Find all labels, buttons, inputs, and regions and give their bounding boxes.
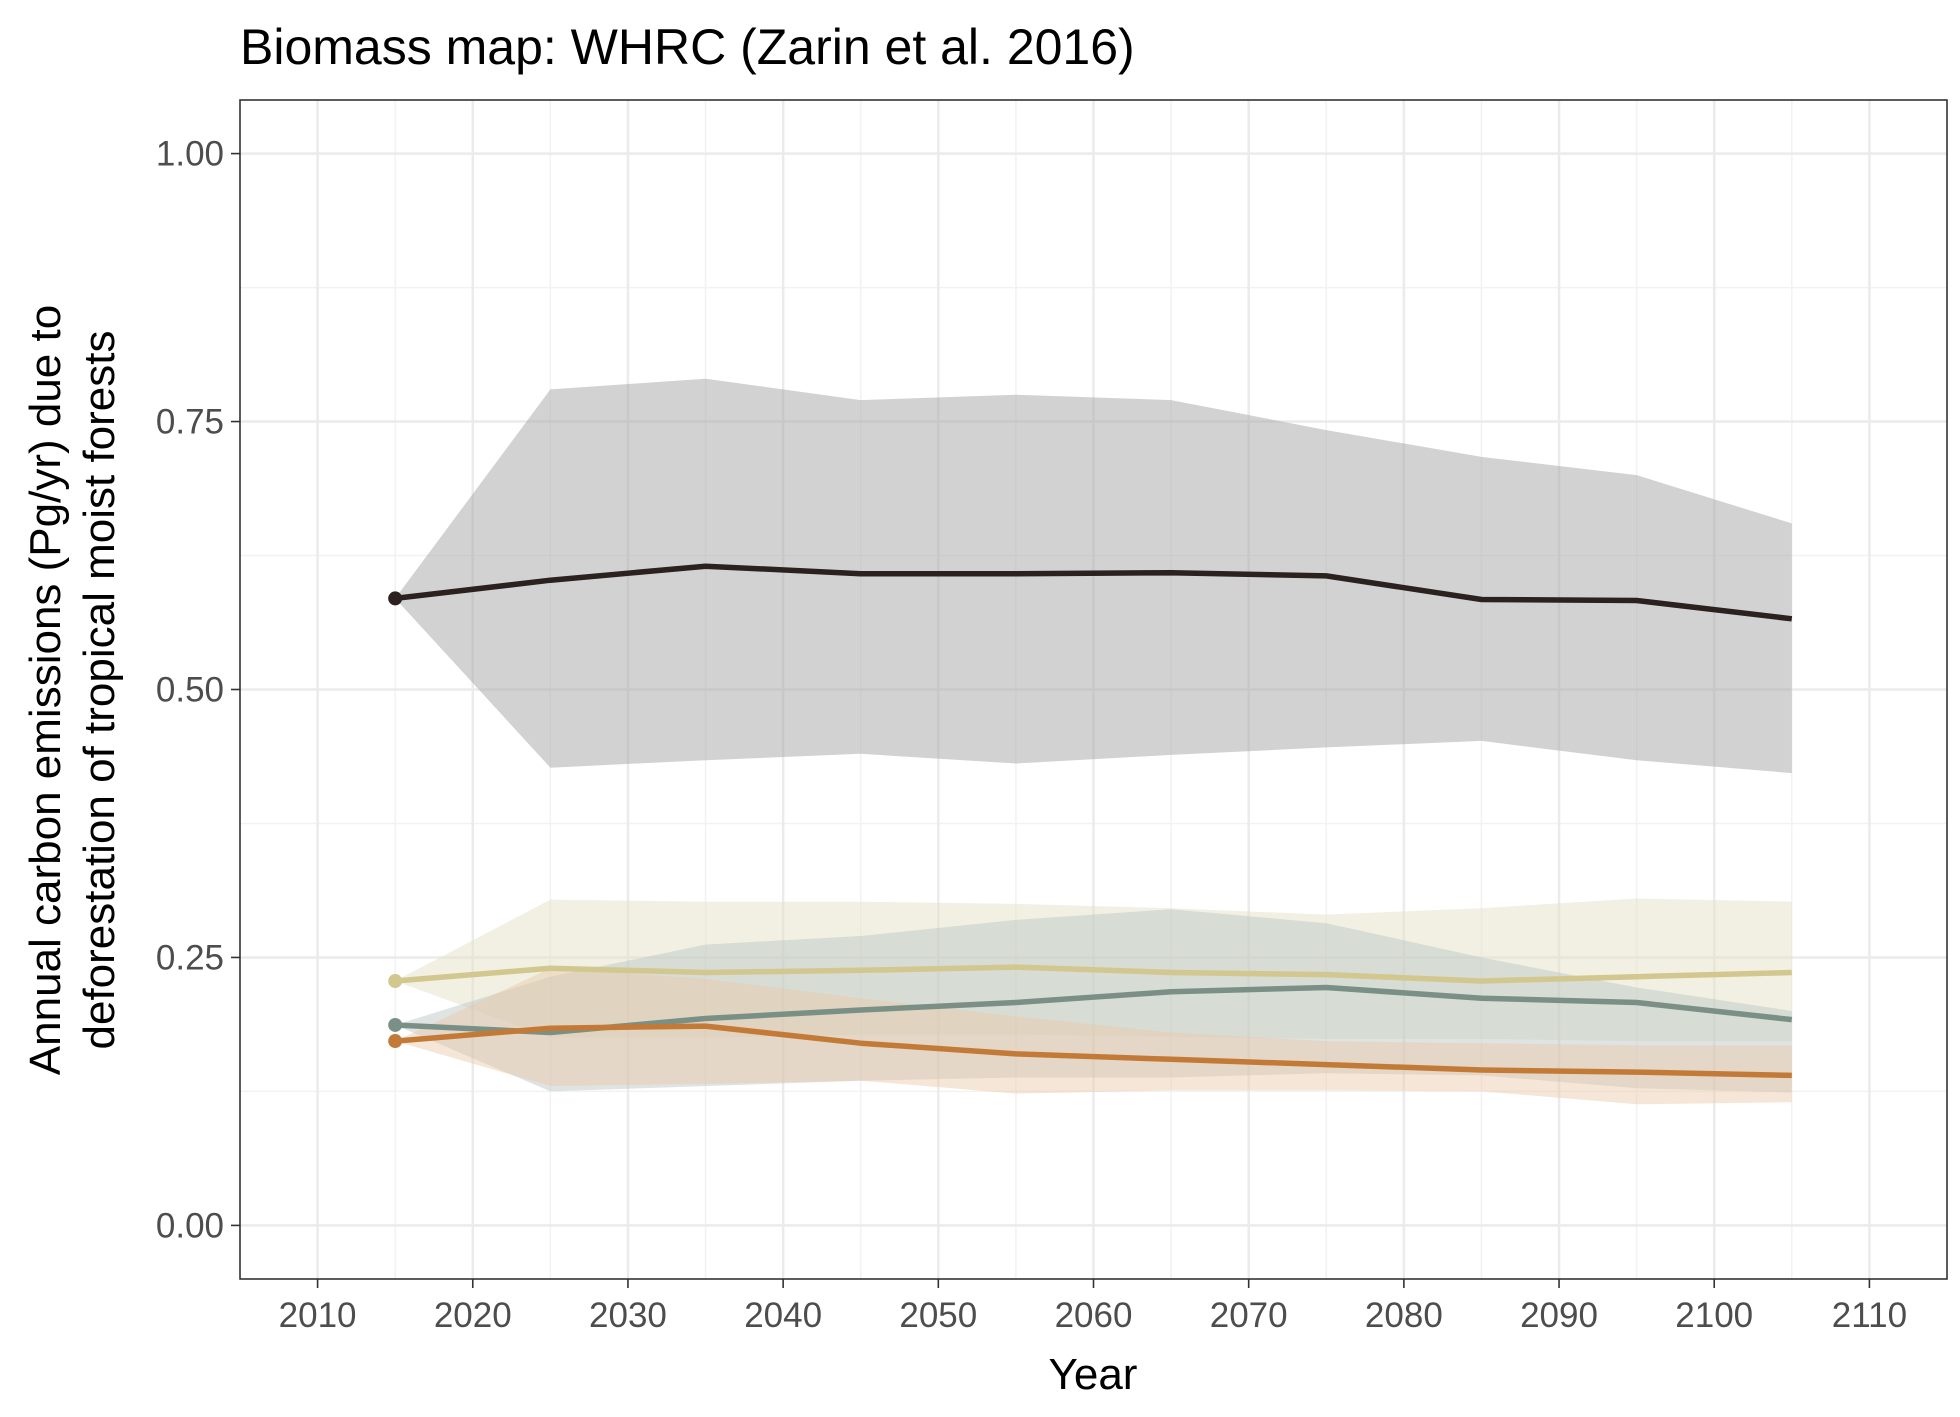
x-tick-label: 2010 [279,1296,357,1335]
series-3-start-point [388,1017,403,1032]
x-tick-label: 2040 [744,1296,822,1335]
series-4-start-point [388,1034,403,1049]
series-1-line [394,563,1793,622]
y-tick-label: 0.25 [156,938,224,977]
series-lines [394,563,1793,1079]
y-axis-title-line-2: deforestation of tropical moist forests [75,331,124,1050]
series-2-start-point [388,974,403,989]
y-tick-label: 0.00 [156,1206,224,1245]
x-axis-ticks: 2010 2020 2030 2040 2050 2060 2070 2080 2090 2100… [279,1279,1907,1335]
x-tick-label: 2030 [589,1296,667,1335]
series-4-line [394,1023,1792,1079]
x-axis-title: Year [1049,1350,1138,1399]
x-tick-label: 2060 [1055,1296,1133,1335]
y-tick-label: 0.50 [156,671,224,710]
x-tick-label: 2090 [1520,1296,1598,1335]
x-tick-label: 2100 [1675,1296,1753,1335]
series-1-start-point [388,591,403,606]
y-tick-label: 0.75 [156,403,224,442]
x-tick-label: 2020 [434,1296,512,1335]
x-tick-label: 2110 [1832,1296,1907,1335]
x-tick-label: 2070 [1210,1296,1288,1335]
x-tick-label: 2050 [899,1296,977,1335]
x-tick-label: 2080 [1365,1296,1443,1335]
y-axis-title: Annual carbon emissions (Pg/yr) due to d… [21,305,124,1075]
y-axis-ticks: 0.00 0.25 0.50 0.75 1.00 [156,135,240,1245]
y-axis-title-line-1: Annual carbon emissions (Pg/yr) due to [21,305,70,1075]
series-2-line [394,964,1792,984]
y-tick-label: 1.00 [156,135,224,174]
series-start-points [388,591,403,1049]
series-3-band [395,909,1792,1093]
chart-title: Biomass map: WHRC (Zarin et al. 2016) [240,19,1135,75]
